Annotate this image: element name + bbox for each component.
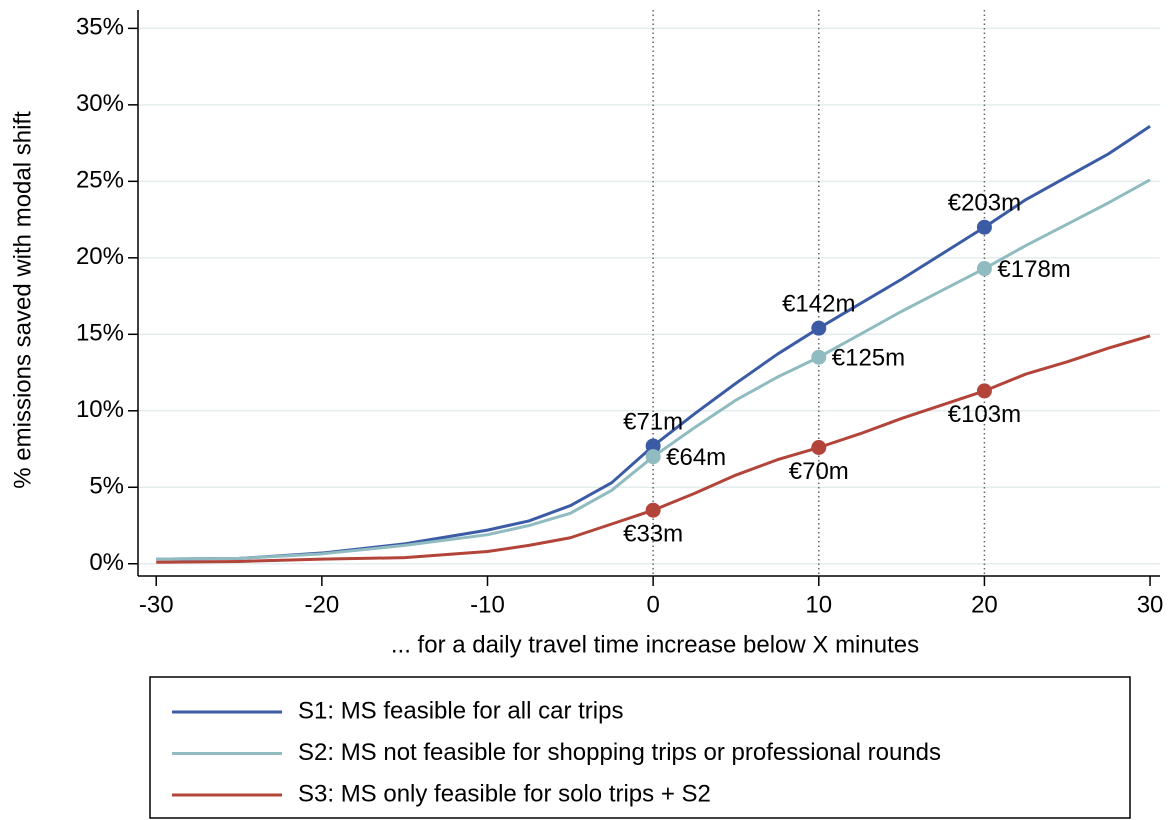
marker [645, 438, 661, 454]
legend-label: S2: MS not feasible for shopping trips o… [298, 739, 941, 766]
data-label: €71m [623, 408, 683, 435]
data-label: €33m [623, 521, 683, 548]
marker [976, 383, 992, 399]
x-tick-label: -30 [139, 591, 174, 618]
x-axis-label: ... for a daily travel time increase bel… [391, 631, 919, 658]
marker [811, 349, 827, 365]
data-label: €125m [832, 345, 905, 372]
x-tick-label: -20 [305, 591, 340, 618]
legend-label: S3: MS only feasible for solo trips + S2 [298, 780, 711, 807]
y-axis-label: % emissions saved with modal shift [9, 111, 36, 489]
legend-label: S1: MS feasible for all car trips [298, 697, 623, 724]
marker [811, 440, 827, 456]
series-line [156, 125, 1151, 561]
legend-box [149, 676, 1131, 819]
y-tick-label: 10% [76, 396, 124, 423]
y-tick-label: 30% [76, 90, 124, 117]
marker [645, 449, 661, 465]
y-tick-label: 35% [76, 14, 124, 41]
marker [976, 219, 992, 235]
x-tick-label: 10 [805, 591, 832, 618]
x-tick-label: 0 [646, 591, 659, 618]
x-tick-label: -10 [470, 591, 505, 618]
data-label: €103m [948, 401, 1021, 428]
marker [645, 502, 661, 518]
y-tick-label: 15% [76, 320, 124, 347]
data-label: €142m [782, 291, 855, 318]
data-label: €203m [948, 190, 1021, 217]
data-label: €64m [666, 444, 726, 471]
y-tick-label: 25% [76, 167, 124, 194]
x-tick-label: 30 [1137, 591, 1164, 618]
series-line [156, 178, 1151, 561]
y-tick-label: 20% [76, 243, 124, 270]
data-label: €70m [789, 458, 849, 485]
x-tick-label: 20 [971, 591, 998, 618]
y-tick-label: 5% [89, 473, 124, 500]
y-tick-label: 0% [89, 549, 124, 576]
data-label: €178m [997, 256, 1070, 283]
series-line [156, 334, 1151, 564]
marker [976, 261, 992, 277]
marker [811, 320, 827, 336]
